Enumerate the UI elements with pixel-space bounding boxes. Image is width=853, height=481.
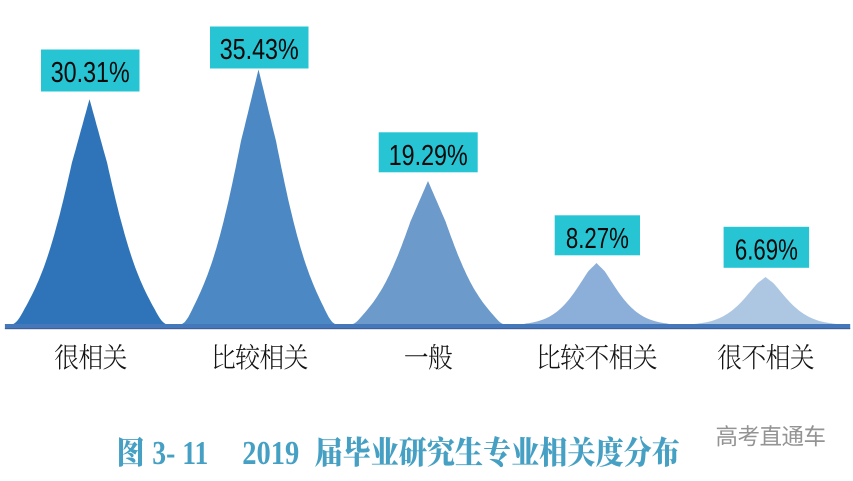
svg-text:19.29%: 19.29% xyxy=(389,140,468,172)
svg-text:8.27%: 8.27% xyxy=(566,223,629,255)
svg-text:6.69%: 6.69% xyxy=(735,234,798,266)
svg-text:30.31%: 30.31% xyxy=(51,57,130,89)
svg-text:35.43%: 35.43% xyxy=(220,34,299,66)
svg-text:3- 11: 3- 11 xyxy=(152,435,208,472)
svg-text:2019: 2019 xyxy=(242,435,299,472)
